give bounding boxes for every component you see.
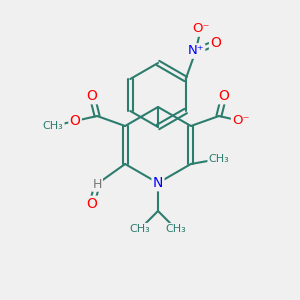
Text: O: O xyxy=(87,89,98,103)
Text: CH₃: CH₃ xyxy=(43,121,64,131)
Text: O⁻: O⁻ xyxy=(192,22,209,35)
Text: N⁺: N⁺ xyxy=(188,44,204,58)
Text: O: O xyxy=(218,89,229,103)
Text: CH₃: CH₃ xyxy=(208,154,229,164)
Text: CH₃: CH₃ xyxy=(166,224,186,234)
Text: CH₃: CH₃ xyxy=(130,224,150,234)
Text: O: O xyxy=(70,114,80,128)
Text: O⁻: O⁻ xyxy=(232,115,250,128)
Text: H: H xyxy=(92,178,102,190)
Text: O: O xyxy=(210,36,221,50)
Text: O: O xyxy=(87,197,98,211)
Text: N: N xyxy=(153,176,163,190)
